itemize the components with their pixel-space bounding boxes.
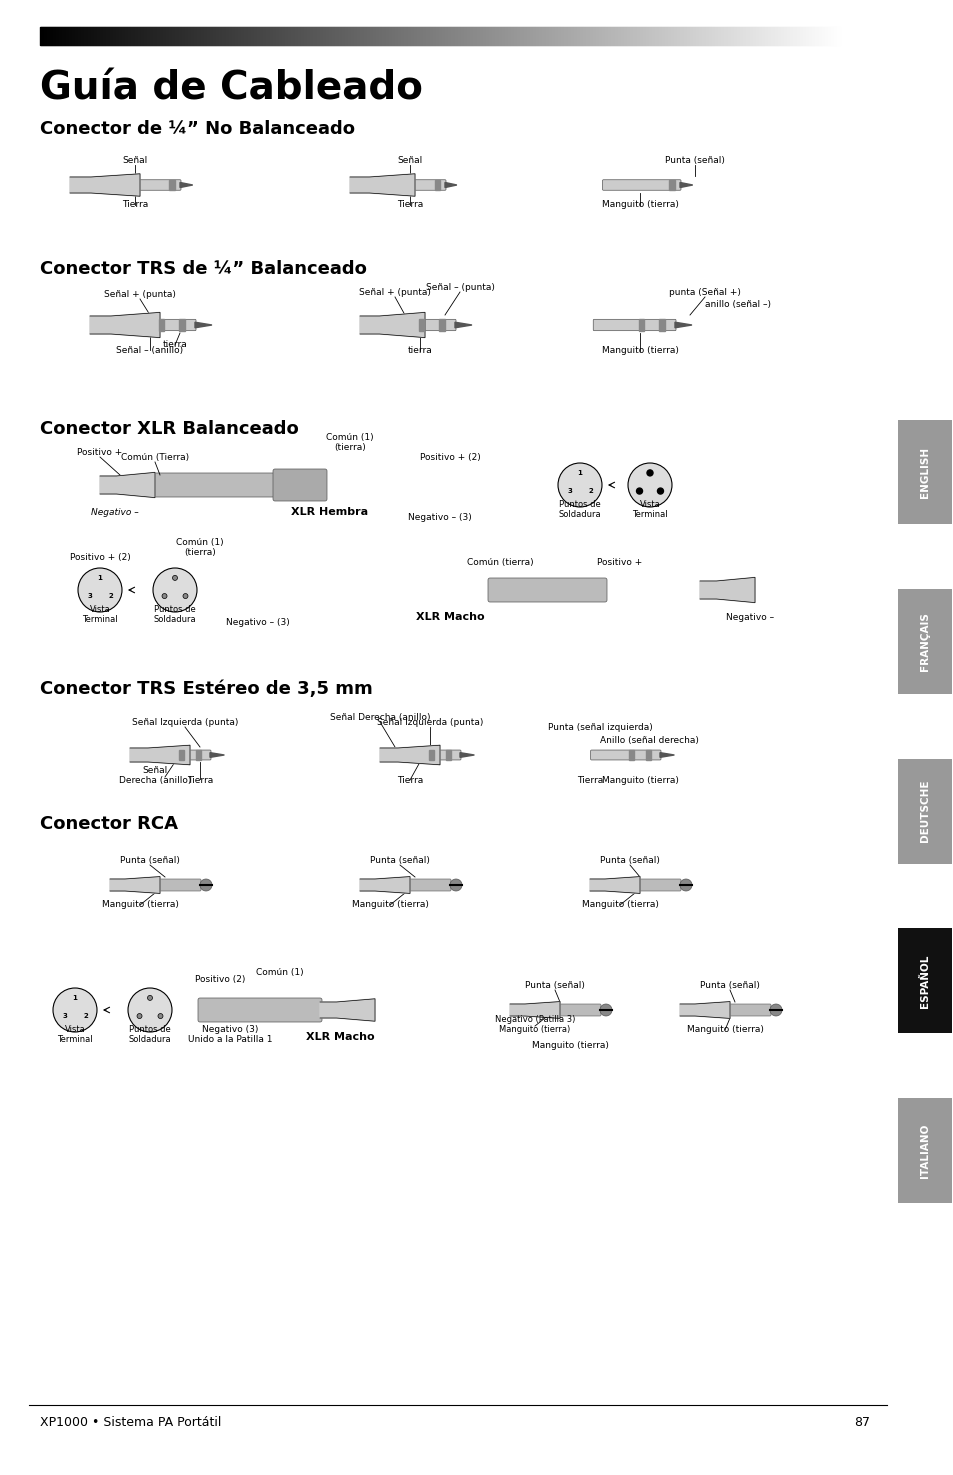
Text: Tierra: Tierra (396, 201, 423, 209)
Text: Común (Tierra): Común (Tierra) (121, 453, 189, 462)
Text: 1: 1 (577, 471, 582, 476)
Bar (158, 319, 164, 330)
Polygon shape (70, 174, 140, 196)
Circle shape (646, 471, 652, 476)
FancyBboxPatch shape (713, 1004, 770, 1016)
Text: Vista
Terminal: Vista Terminal (82, 605, 117, 624)
Circle shape (558, 463, 601, 507)
Text: Manguito (tierra): Manguito (tierra) (601, 201, 678, 209)
Text: Negativo – (3): Negativo – (3) (226, 618, 290, 627)
FancyBboxPatch shape (897, 758, 951, 864)
Text: Negativo –: Negativo – (725, 614, 773, 622)
Text: 2: 2 (108, 593, 112, 599)
Circle shape (78, 568, 122, 612)
Bar (429, 751, 434, 760)
Polygon shape (100, 472, 154, 497)
FancyBboxPatch shape (113, 319, 195, 330)
Polygon shape (510, 1002, 559, 1018)
FancyBboxPatch shape (373, 319, 456, 330)
Circle shape (162, 593, 167, 599)
Text: DEUTSCHE: DEUTSCHE (919, 780, 929, 842)
FancyBboxPatch shape (897, 589, 951, 695)
FancyBboxPatch shape (543, 1004, 600, 1016)
FancyBboxPatch shape (602, 180, 680, 190)
Text: 2: 2 (587, 488, 592, 494)
Text: 87: 87 (853, 1416, 869, 1429)
Text: Común (1)
(tierra): Común (1) (tierra) (326, 432, 374, 451)
Text: Tierra: Tierra (122, 201, 148, 209)
Circle shape (152, 568, 196, 612)
Text: 3: 3 (566, 488, 572, 494)
Circle shape (450, 879, 461, 891)
Text: Manguito (tierra): Manguito (tierra) (352, 900, 428, 909)
Text: 2: 2 (83, 1013, 88, 1019)
Text: Punta (señal): Punta (señal) (599, 855, 659, 864)
Polygon shape (110, 876, 160, 894)
Bar (435, 180, 439, 190)
Polygon shape (459, 752, 474, 757)
FancyBboxPatch shape (623, 879, 680, 891)
Text: XLR Hembra: XLR Hembra (291, 507, 368, 518)
Text: tierra: tierra (407, 347, 432, 355)
Text: FRANÇAIS: FRANÇAIS (919, 612, 929, 671)
Bar (438, 319, 444, 330)
Text: anillo (señal –): anillo (señal –) (704, 299, 770, 308)
FancyBboxPatch shape (897, 928, 951, 1034)
Bar (446, 751, 451, 760)
Circle shape (657, 488, 662, 494)
Text: Tierra: Tierra (577, 776, 602, 785)
Text: 1: 1 (72, 996, 77, 1002)
Text: 1: 1 (97, 575, 102, 581)
Circle shape (128, 988, 172, 1032)
Text: 3: 3 (62, 1013, 67, 1019)
FancyBboxPatch shape (198, 999, 322, 1022)
Text: Vista
Terminal: Vista Terminal (632, 500, 667, 519)
Circle shape (599, 1004, 612, 1016)
FancyBboxPatch shape (102, 180, 181, 190)
Bar (659, 319, 664, 330)
FancyBboxPatch shape (144, 879, 201, 891)
Text: Anillo (señal derecha): Anillo (señal derecha) (599, 736, 699, 745)
FancyBboxPatch shape (140, 751, 211, 760)
Text: 3: 3 (87, 593, 91, 599)
FancyBboxPatch shape (152, 473, 276, 497)
Text: Puntos de
Soldadura: Puntos de Soldadura (558, 500, 600, 519)
Text: Vista
Terminal: Vista Terminal (57, 1025, 92, 1044)
Text: XP1000 • Sistema PA Portátil: XP1000 • Sistema PA Portátil (40, 1416, 221, 1429)
Circle shape (53, 988, 97, 1032)
Polygon shape (90, 313, 160, 338)
Text: Negativo (3)
Unido a la Patilla 1: Negativo (3) Unido a la Patilla 1 (188, 1025, 272, 1044)
Text: Señal Izquierda (punta): Señal Izquierda (punta) (132, 718, 238, 727)
Text: Punta (señal): Punta (señal) (120, 855, 180, 864)
Text: ENGLISH: ENGLISH (919, 447, 929, 497)
Text: Conector TRS Estéreo de 3,5 mm: Conector TRS Estéreo de 3,5 mm (40, 680, 373, 698)
Text: Señal + (punta): Señal + (punta) (104, 291, 175, 299)
Text: Guía de Cableado: Guía de Cableado (40, 69, 422, 108)
Text: Manguito (tierra): Manguito (tierra) (531, 1041, 608, 1050)
Text: Manguito (tierra): Manguito (tierra) (601, 347, 678, 355)
Circle shape (158, 1013, 163, 1019)
FancyBboxPatch shape (394, 879, 451, 891)
Polygon shape (350, 174, 415, 196)
Bar (169, 180, 174, 190)
Bar (645, 751, 651, 760)
Bar (179, 751, 184, 760)
Text: Señal Derecha (anillo): Señal Derecha (anillo) (330, 712, 430, 721)
Bar (178, 319, 184, 330)
Circle shape (627, 463, 671, 507)
Polygon shape (659, 752, 674, 757)
Circle shape (679, 879, 691, 891)
FancyBboxPatch shape (375, 180, 446, 190)
Text: Conector TRS de ¼” Balanceado: Conector TRS de ¼” Balanceado (40, 260, 367, 277)
Polygon shape (675, 322, 691, 327)
Text: Punta (señal): Punta (señal) (370, 855, 430, 864)
Polygon shape (444, 183, 456, 187)
Polygon shape (700, 577, 754, 603)
Circle shape (148, 996, 152, 1000)
Bar (629, 751, 634, 760)
Text: Positivo (2): Positivo (2) (194, 975, 245, 984)
Polygon shape (210, 752, 224, 757)
Text: Positivo + (2): Positivo + (2) (419, 453, 480, 462)
Text: Punta (señal): Punta (señal) (664, 156, 724, 165)
Polygon shape (130, 745, 190, 766)
